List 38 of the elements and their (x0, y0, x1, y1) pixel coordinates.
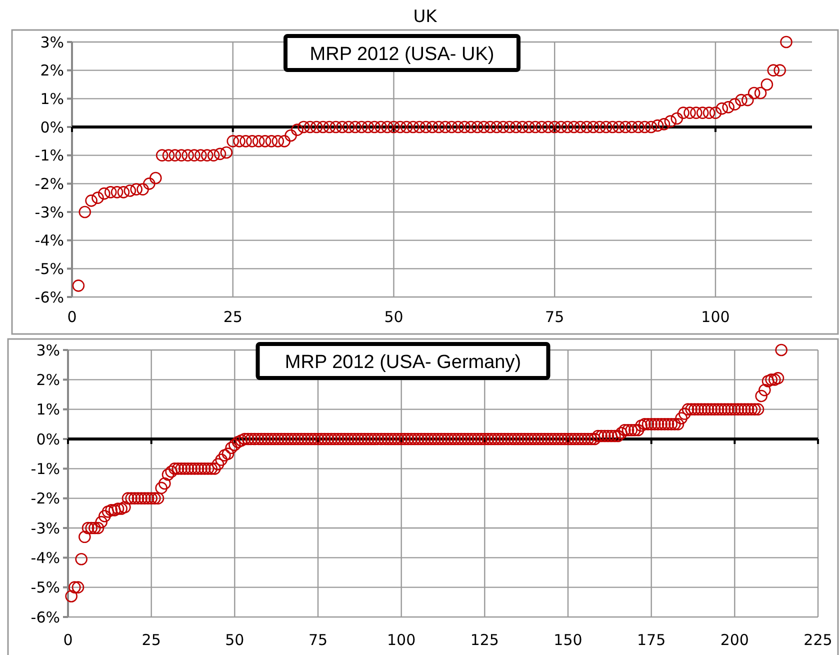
y-tick-label: -3% (30, 519, 60, 538)
y-tick-label: -5% (30, 578, 60, 597)
y-tick-label: -5% (34, 260, 64, 278)
x-tick-label: 150 (554, 631, 582, 649)
x-tick-label: 50 (384, 308, 404, 326)
x-tick-label: 25 (223, 308, 242, 326)
y-tick-label: 0% (36, 430, 60, 448)
chart-title: MRP 2012 (USA- UK) (310, 44, 494, 65)
y-tick-label: 3% (40, 33, 64, 52)
x-tick-label: 50 (225, 631, 244, 649)
y-tick-label: 1% (36, 400, 60, 419)
text: UK (413, 7, 438, 27)
y-tick-label: -4% (34, 232, 64, 250)
y-tick-label: -1% (34, 146, 64, 165)
y-tick-label: -6% (34, 288, 64, 306)
y-tick-label: -6% (30, 608, 60, 626)
x-tick-label: 0 (63, 631, 73, 649)
x-tick-label: 100 (701, 308, 730, 326)
y-tick-label: 1% (40, 90, 64, 108)
x-tick-label: 200 (720, 631, 749, 649)
x-tick-label: 75 (308, 631, 328, 649)
y-tick-label: -2% (30, 490, 60, 508)
x-tick-label: 175 (637, 631, 666, 649)
x-tick-label: 100 (387, 631, 416, 649)
y-tick-label: -1% (30, 460, 60, 478)
y-tick-label: -2% (34, 174, 64, 193)
y-tick-label: 0% (40, 118, 64, 136)
x-tick-label: 125 (470, 631, 499, 649)
y-tick-label: -4% (30, 548, 60, 567)
x-tick-label: 75 (545, 308, 564, 326)
x-tick-label: 0 (67, 308, 77, 326)
y-tick-label: 3% (36, 341, 60, 360)
x-tick-label: 25 (142, 631, 161, 649)
y-tick-label: -3% (34, 203, 64, 222)
y-tick-label: 2% (36, 370, 60, 389)
y-tick-label: 2% (40, 62, 64, 80)
chart-title: MRP 2012 (USA- Germany) (284, 352, 522, 373)
x-tick-label: 225 (804, 631, 832, 649)
